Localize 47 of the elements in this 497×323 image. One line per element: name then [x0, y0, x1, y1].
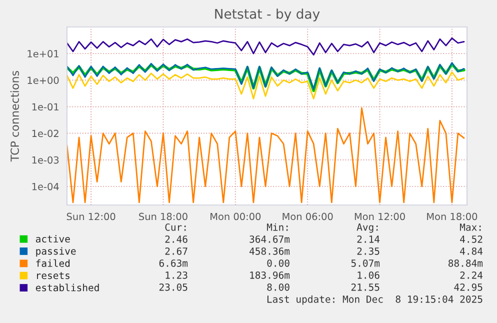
text: 0.00	[267, 259, 290, 267]
y-tick-label: 1e+00	[28, 76, 59, 84]
text: 6.63m	[159, 259, 188, 267]
legend-label: established	[36, 284, 99, 292]
text: 2.24	[460, 271, 483, 279]
text: 2.35	[357, 247, 380, 255]
y-tick-label: 1e-02	[32, 130, 58, 138]
legend-label: resets	[37, 272, 70, 280]
legend-label: active	[36, 235, 70, 243]
text: 1.23	[166, 271, 188, 279]
line-series	[67, 107, 465, 204]
text: Avg:	[356, 224, 378, 233]
line-series	[67, 37, 465, 56]
y-tick-label: 1e-04	[32, 182, 59, 190]
chart-title: Netstat - by day	[215, 8, 320, 22]
x-tick-label: Sun 12:00	[66, 212, 116, 220]
text: 8.00	[267, 283, 290, 291]
text: 21.55	[351, 283, 380, 291]
x-tick-label: Mon 00:00	[210, 212, 261, 220]
text: Last update: Mon Dec 8 19:15:04 2025	[267, 295, 482, 305]
y-tick-label: 1e+01	[28, 50, 58, 58]
text: 2.14	[357, 235, 380, 243]
legend-label: passive	[36, 247, 76, 257]
text: 88.84m	[448, 259, 483, 267]
text: 2.67	[165, 247, 188, 255]
y-axis-title: TCP connections	[10, 70, 19, 162]
x-tick-label: Mon 06:00	[282, 212, 333, 220]
legend-label: failed	[36, 259, 70, 267]
text: 23.05	[159, 283, 188, 291]
text: 5.07m	[351, 259, 380, 267]
text: Cur:	[165, 223, 186, 231]
line-series	[67, 71, 465, 100]
x-tick-label: Mon 18:00	[427, 212, 478, 220]
text: 4.84	[460, 247, 483, 255]
text: Max:	[460, 224, 481, 231]
text: 42.95	[454, 283, 482, 291]
text: 458.36m	[250, 247, 290, 255]
text: Min:	[266, 223, 288, 231]
text: 364.67m	[250, 235, 290, 243]
y-tick-label: 1e-03	[32, 156, 59, 164]
text: 183.96m	[250, 271, 290, 279]
text: 2.46	[165, 235, 188, 243]
x-tick-label: Mon 12:00	[354, 212, 405, 220]
text: 4.52	[460, 235, 482, 243]
x-tick-label: Sun 18:00	[139, 212, 188, 220]
text: 1.06	[358, 271, 380, 279]
y-tick-label: 1e-01	[32, 103, 58, 111]
